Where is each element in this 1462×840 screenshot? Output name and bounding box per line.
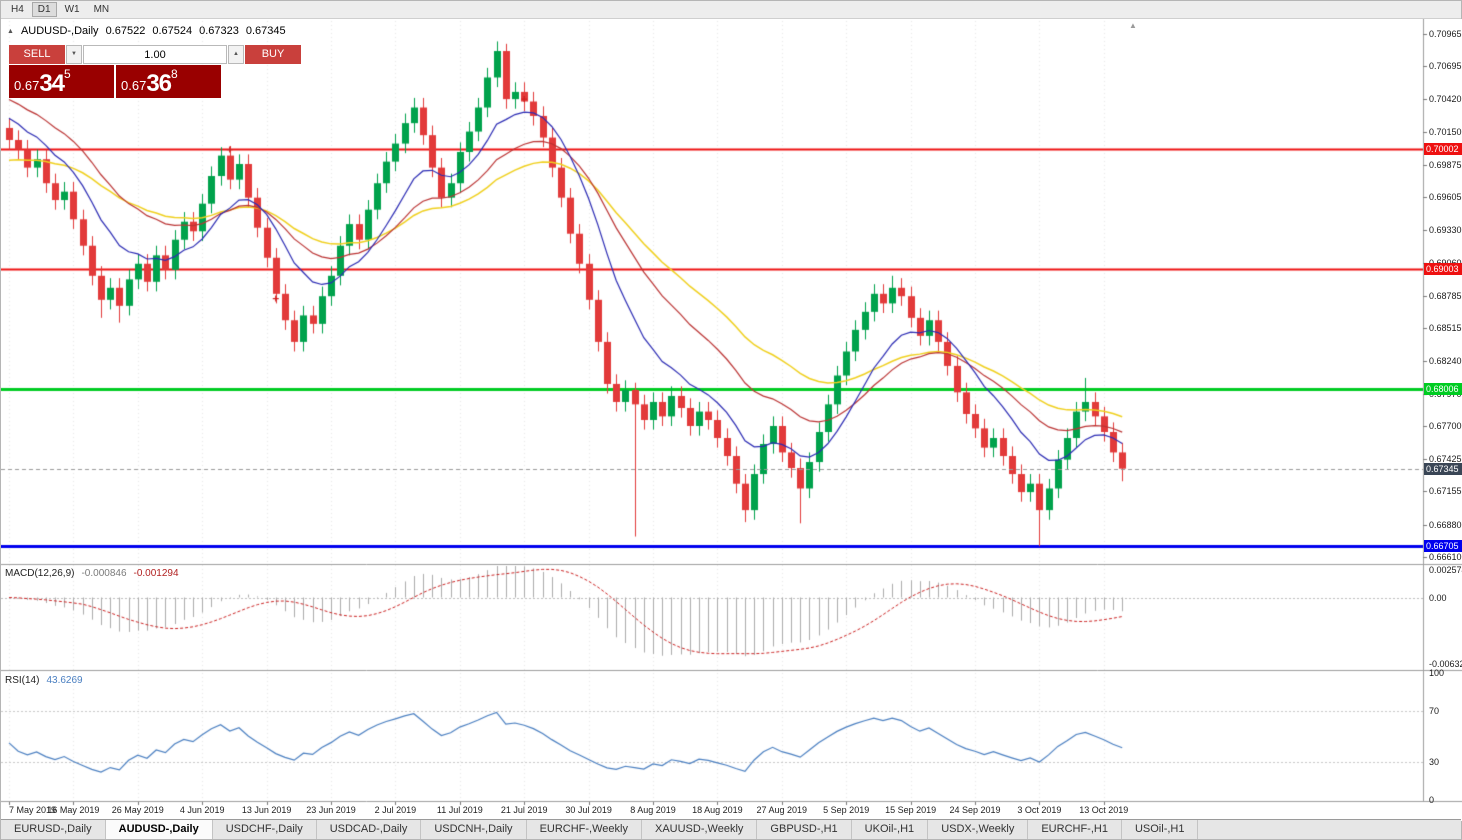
hline-price-badge: 0.70002 [1424, 143, 1462, 156]
date-axis-label: 23 Jun 2019 [306, 805, 356, 815]
chart-tab-usdchf-daily[interactable]: USDCHF-,Daily [212, 820, 317, 839]
price-axis[interactable]: 0.67345 0.70965 0.70695 0.70420 0.70150 0.69… [1424, 19, 1462, 801]
macd-scale-bottom: -0.006326 [1429, 659, 1462, 670]
date-axis[interactable]: 7 May 2019 16 May 2019 26 May 2019 4 Jun 20… [1, 805, 1423, 819]
date-axis-label: 13 Oct 2019 [1079, 805, 1129, 815]
buy-price-button[interactable]: 0.67 36 8 [116, 65, 221, 98]
sell-price-prefix: 0.67 [14, 78, 40, 93]
price-axis-tick: 0.70420 [1429, 94, 1462, 105]
rsi-scale-70: 70 [1429, 706, 1440, 717]
hline-price-badge: 0.69003 [1424, 263, 1462, 276]
macd-signal-value: -0.001294 [133, 568, 179, 579]
timeframe-d1-button[interactable]: D1 [31, 2, 57, 17]
sell-price-big-digits: 34 [39, 70, 65, 97]
ohlc-high: 0.67524 [152, 25, 193, 37]
chart-tab-usdcad-daily[interactable]: USDCAD-,Daily [316, 820, 422, 839]
date-axis-label: 5 Sep 2019 [823, 805, 870, 815]
symbol-label: AUDUSD-,Daily [20, 25, 99, 37]
volume-increase-button[interactable]: ▲ [228, 45, 244, 64]
chart-tab-audusd-daily[interactable]: AUDUSD-,Daily [105, 820, 213, 839]
price-axis-tick: 0.66880 [1429, 519, 1462, 530]
date-axis-label: 11 Jul 2019 [436, 805, 483, 815]
chart-shift-icon[interactable]: ▲ [1129, 21, 1137, 30]
rsi-scale-0: 0 [1429, 795, 1435, 805]
rsi-value: 43.6269 [46, 675, 83, 686]
chart-window: ▲ AUDUSD-,Daily 0.67522 0.67524 0.67323 … [1, 19, 1462, 821]
price-axis-tick: 0.70695 [1429, 61, 1462, 72]
price-axis-tick: 0.67425 [1429, 454, 1462, 465]
chart-title: ▲ AUDUSD-,Daily 0.67522 0.67524 0.67323 … [7, 25, 286, 37]
date-axis-label: 3 Oct 2019 [1017, 805, 1062, 815]
price-axis-tick: 0.67155 [1429, 486, 1462, 497]
price-axis-tick: 0.69875 [1429, 159, 1462, 170]
date-axis-label: 27 Aug 2019 [756, 805, 808, 815]
date-axis-label: 7 May 2019 [9, 805, 57, 815]
sell-price-button[interactable]: 0.67 34 5 [9, 65, 114, 98]
chart-tab-bar: EURUSD-,Daily AUDUSD-,Daily USDCHF-,Daily U… [1, 819, 1461, 839]
one-click-trading-panel: SELL ▼ ▲ BUY 0.67 34 5 0.67 36 8 [9, 45, 301, 98]
date-axis-label: 2 Jul 2019 [374, 805, 417, 815]
macd-name: MACD(12,26,9) [5, 568, 75, 579]
chart-tab-eurchf-weekly[interactable]: EURCHF-,Weekly [526, 820, 642, 839]
price-axis-tick: 0.68240 [1429, 356, 1462, 367]
collapse-panel-icon[interactable]: ▲ [7, 27, 14, 35]
date-axis-label: 4 Jun 2019 [179, 805, 225, 815]
current-price-badge: 0.67345 [1424, 462, 1462, 475]
date-axis-label: 21 Jul 2019 [500, 805, 548, 815]
sell-price-pip-digit: 5 [64, 67, 71, 81]
rsi-scale-100: 100 [1429, 668, 1445, 678]
price-axis-tick: 0.70150 [1429, 126, 1462, 137]
date-axis-label: 24 Sep 2019 [949, 805, 1001, 815]
volume-decrease-button[interactable]: ▼ [66, 45, 82, 64]
macd-main-value: -0.000846 [81, 568, 127, 579]
date-axis-label: 18 Aug 2019 [692, 805, 743, 815]
rsi-name: RSI(14) [5, 675, 40, 686]
timeframe-w1-button[interactable]: W1 [59, 2, 86, 17]
chart-tab-usdcnh-daily[interactable]: USDCNH-,Daily [421, 820, 527, 839]
hline-price-badge: 0.68006 [1424, 383, 1462, 396]
chart-tab-gbpusd-h1[interactable]: GBPUSD-,H1 [757, 820, 852, 839]
price-axis-tick: 0.66610 [1429, 551, 1462, 562]
buy-button[interactable]: BUY [245, 45, 301, 64]
price-axis-tick: 0.67700 [1429, 420, 1462, 431]
macd-scale-zero: 0.00 [1429, 592, 1447, 603]
chart-tab-eurchf-h1[interactable]: EURCHF-,H1 [1028, 820, 1122, 839]
timeframe-toolbar: H4 D1 W1 MN [1, 1, 1461, 19]
date-axis-label: 8 Aug 2019 [630, 805, 676, 815]
chart-tab-usoil-h1[interactable]: USOil-,H1 [1121, 820, 1199, 839]
date-axis-label: 13 Jun 2019 [241, 805, 292, 815]
chart-tab-xauusd-weekly[interactable]: XAUUSD-,Weekly [641, 820, 758, 839]
chart-tab-eurusd-daily[interactable]: EURUSD-,Daily [1, 820, 106, 839]
macd-scale-top: 0.002574 [1429, 565, 1462, 576]
rsi-scale-30: 30 [1429, 756, 1440, 767]
buy-price-prefix: 0.67 [121, 78, 147, 93]
ohlc-open: 0.67522 [105, 25, 146, 37]
timeframe-h4-button[interactable]: H4 [5, 2, 30, 17]
buy-price-big-digits: 36 [146, 70, 172, 97]
price-axis-tick: 0.68515 [1429, 323, 1462, 334]
sell-button[interactable]: SELL [9, 45, 65, 64]
buy-price-pip-digit: 8 [171, 67, 178, 81]
ohlc-low: 0.67323 [199, 25, 239, 37]
volume-input[interactable] [83, 45, 227, 64]
price-axis-tick: 0.68785 [1429, 290, 1462, 301]
rsi-indicator-label: RSI(14) 43.6269 [5, 675, 83, 686]
price-axis-tick: 0.69330 [1429, 225, 1462, 236]
price-axis-tick: 0.70965 [1429, 28, 1462, 39]
price-axis-tick: 0.69605 [1429, 192, 1462, 203]
date-axis-label: 30 Jul 2019 [565, 805, 612, 815]
ohlc-close: 0.67345 [245, 25, 286, 37]
date-axis-label: 26 May 2019 [111, 805, 164, 815]
chart-canvas[interactable] [1, 19, 1462, 821]
chart-tab-usdx-weekly[interactable]: USDX-,Weekly [928, 820, 1029, 839]
price-axis-tick: 0.69060 [1429, 258, 1462, 268]
hline-price-badge: 0.66705 [1424, 539, 1462, 552]
macd-indicator-label: MACD(12,26,9) -0.000846 -0.001294 [5, 568, 179, 579]
date-axis-label: 15 Sep 2019 [885, 805, 937, 815]
timeframe-mn-button[interactable]: MN [88, 2, 116, 17]
chart-tab-ukoil-h1[interactable]: UKOil-,H1 [851, 820, 929, 839]
date-axis-label: 16 May 2019 [47, 805, 100, 815]
